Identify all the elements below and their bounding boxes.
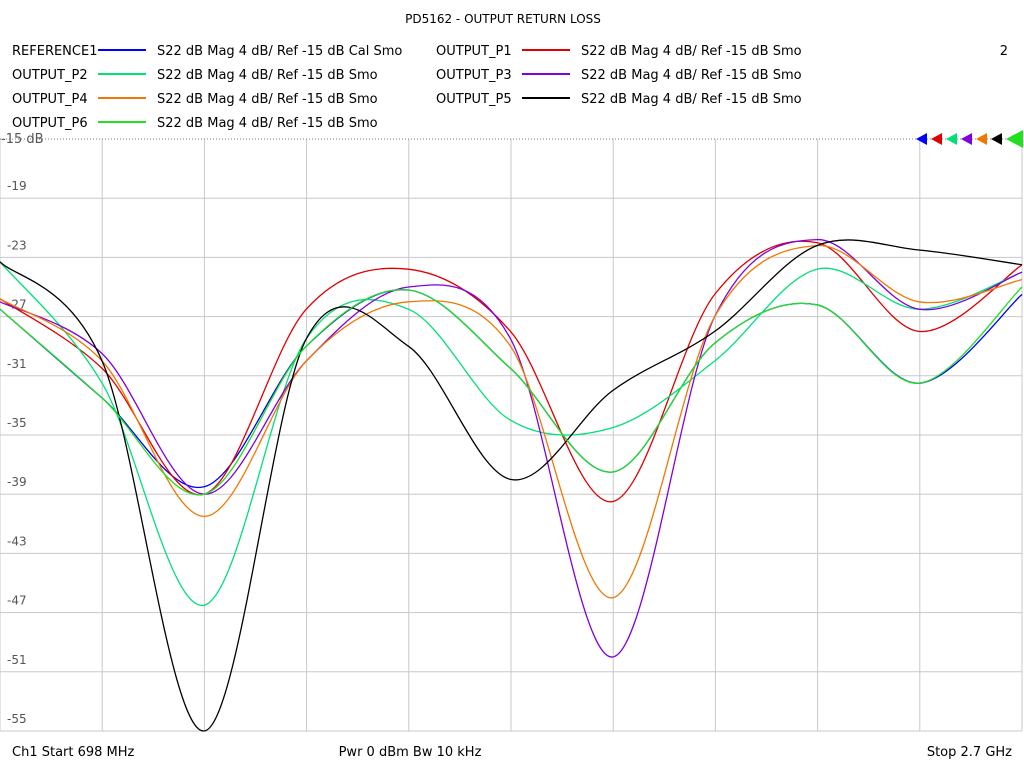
footer-power-bandwidth: Pwr 0 dBm Bw 10 kHz	[339, 745, 482, 760]
legend-series-name: OUTPUT_P2	[12, 68, 88, 83]
legend-series-name: OUTPUT_P3	[436, 68, 512, 83]
legend-series-format: S22 dB Mag 4 dB/ Ref -15 dB Cal Smo	[157, 44, 402, 59]
chart-title: PD5162 - OUTPUT RETURN LOSS	[405, 12, 601, 26]
legend-series-format: S22 dB Mag 4 dB/ Ref -15 dB Smo	[157, 92, 378, 107]
y-axis-ticks: -15 dB -19 -23 -27 -31 -35 -39 -43 -47 -51 -55	[1, 132, 44, 726]
y-tick-label: -43	[7, 534, 27, 548]
reference-marker	[961, 133, 972, 145]
trace-markers	[916, 130, 1023, 148]
legend-series-format: S22 dB Mag 4 dB/ Ref -15 dB Smo	[157, 68, 378, 83]
y-tick-label: -23	[7, 238, 27, 252]
y-tick-label: -15 dB	[1, 132, 44, 147]
legend-series-name: OUTPUT_P4	[12, 92, 88, 107]
legend-series-name: REFERENCE1	[12, 44, 97, 59]
reference-marker	[991, 133, 1002, 145]
legend-series-format: S22 dB Mag 4 dB/ Ref -15 dB Smo	[581, 68, 802, 83]
trace-output-p1	[0, 240, 1023, 503]
legend-series-name: OUTPUT_P1	[436, 44, 512, 59]
trace-output-p5	[0, 239, 1023, 732]
footer-stop: Stop 2.7 GHz	[927, 745, 1012, 760]
footer-start: Ch1 Start 698 MHz	[12, 745, 135, 760]
legend-series-format: S22 dB Mag 4 dB/ Ref -15 dB Smo	[581, 44, 802, 59]
reference-marker	[931, 133, 942, 145]
channel-number: 2	[1000, 44, 1008, 59]
trace-output-p3	[0, 238, 1023, 658]
y-tick-label: -35	[7, 416, 27, 430]
y-tick-label: -55	[7, 712, 27, 726]
legend-series-name: OUTPUT_P6	[12, 116, 88, 131]
legend-series-format: S22 dB Mag 4 dB/ Ref -15 dB Smo	[581, 92, 802, 107]
reference-marker	[1006, 130, 1023, 148]
trace-output-p2	[0, 261, 1023, 606]
y-tick-label: -31	[7, 357, 27, 371]
traces	[0, 238, 1023, 732]
y-tick-label: -19	[7, 179, 27, 193]
legend: REFERENCE1 S22 dB Mag 4 dB/ Ref -15 dB Ca…	[12, 44, 802, 131]
y-tick-label: -39	[7, 475, 27, 489]
y-tick-label: -47	[7, 594, 27, 608]
y-tick-label: -51	[7, 653, 27, 667]
reference-marker	[916, 133, 927, 145]
reference-marker	[976, 133, 987, 145]
reference-marker	[946, 133, 957, 145]
legend-series-name: OUTPUT_P5	[436, 92, 512, 107]
legend-series-format: S22 dB Mag 4 dB/ Ref -15 dB Smo	[157, 116, 378, 131]
plot-grid	[0, 138, 1023, 732]
y-tick-label: -27	[7, 298, 27, 312]
trace-output-p6	[0, 286, 1023, 496]
